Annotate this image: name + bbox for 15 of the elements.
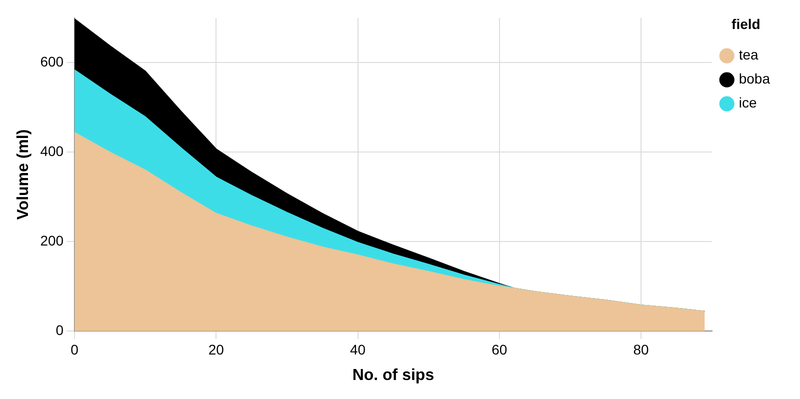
y-tick-label: 400 (40, 143, 64, 159)
legend-label: tea (738, 46, 759, 63)
x-tick-label: 0 (70, 341, 79, 358)
x-tick-label: 40 (350, 341, 366, 358)
y-tick-label: 200 (40, 232, 64, 248)
x-axis-title: No. of sips (352, 366, 434, 384)
x-tick-label: 80 (633, 341, 650, 358)
y-tick-label: 0 (56, 322, 64, 338)
y-axis-title: Volume (ml) (15, 129, 32, 220)
y-tick-label: 600 (40, 54, 64, 70)
x-tick-label: 20 (208, 341, 224, 358)
x-tick-label: 60 (492, 341, 508, 358)
legend-title: field (732, 16, 760, 32)
legend-label: ice (738, 94, 757, 111)
legend-label: boba (738, 70, 770, 87)
